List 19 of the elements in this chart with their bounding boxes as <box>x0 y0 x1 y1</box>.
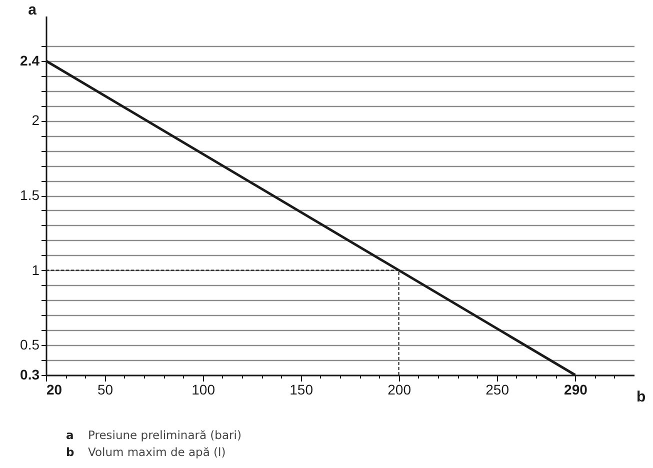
y-axis-title: a <box>28 2 38 18</box>
y-tick-label: 0.3 <box>20 366 40 382</box>
text: a <box>66 428 74 442</box>
text: Presiune preliminară (bari) <box>88 428 242 442</box>
x-axis-title: b <box>636 388 646 406</box>
x-tick-label: 50 <box>98 382 114 398</box>
text: Volum maxim de apă (l) <box>88 445 226 459</box>
text: b <box>66 445 74 459</box>
y-tick-label: 0.5 <box>20 336 40 353</box>
y-tick-label: 1.5 <box>20 187 40 203</box>
x-tick-label: 290 <box>564 382 588 398</box>
y-tick-label: 2.4 <box>20 52 40 68</box>
x-tick-label: 20 <box>46 382 62 398</box>
x-tick-label: 150 <box>290 382 314 398</box>
y-tick-label: 2 <box>32 112 40 128</box>
x-tick-label: 250 <box>486 382 510 398</box>
y-tick-label: 1 <box>32 262 40 278</box>
x-tick-label: 100 <box>192 382 216 398</box>
x-tick-label: 200 <box>388 382 412 398</box>
